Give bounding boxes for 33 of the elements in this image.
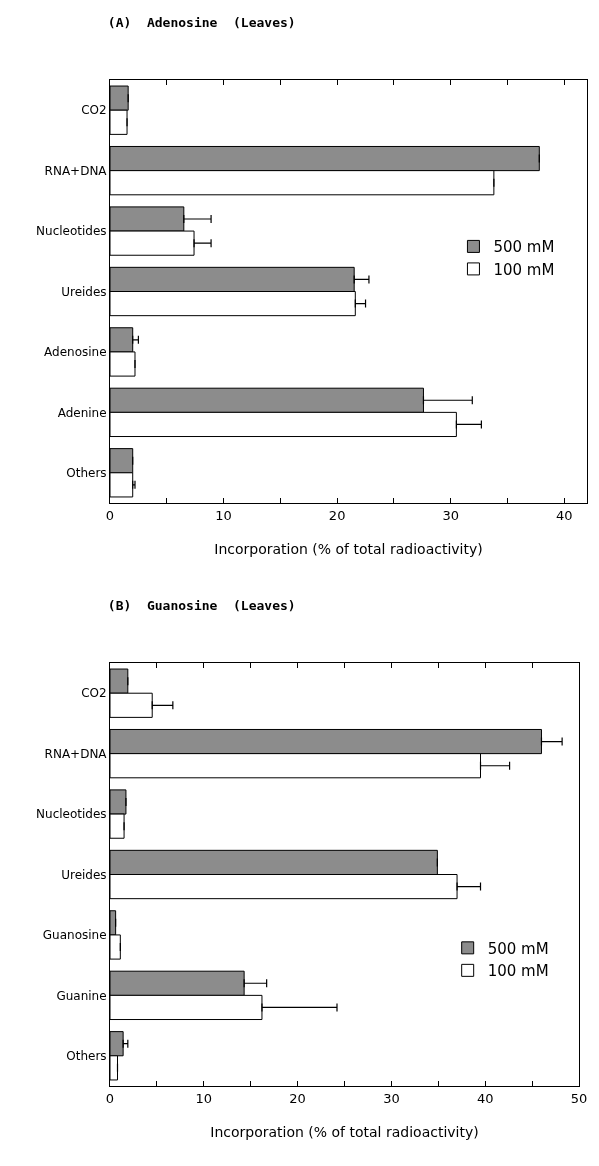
x-tick-label: 10 <box>195 1090 213 1106</box>
y-tick-label: Nucleotides <box>36 807 107 822</box>
y-tick-label: RNA+DNA <box>44 163 108 178</box>
x-tick-label: 0 <box>105 1090 115 1106</box>
y-tick-label: Ureides <box>61 867 107 882</box>
x-tick-label: 40 <box>556 507 573 523</box>
y-tick-label: Adenine <box>57 405 107 420</box>
chart-title: (A) Adenosine (Leaves) <box>107 14 296 30</box>
y-tick-label: Others <box>66 465 107 480</box>
x-axis-title: Incorporation (% of total radioactivity) <box>210 1123 479 1140</box>
y-tick-label: CO2 <box>81 103 107 118</box>
legend-label: 100 mM <box>487 962 549 981</box>
y-tick-label: Adenosine <box>44 345 107 360</box>
x-tick-label: 30 <box>442 507 459 523</box>
y-tick-label: Ureides <box>61 284 107 299</box>
y-tick-label: Nucleotides <box>36 224 107 239</box>
x-tick-label: 40 <box>476 1090 494 1106</box>
x-tick-label: 30 <box>383 1090 400 1106</box>
x-tick-label: 10 <box>215 507 232 523</box>
legend-label: 500 mM <box>493 238 555 257</box>
y-tick-label: Guanosine <box>42 928 107 943</box>
x-axis-title: Incorporation (% of total radioactivity) <box>214 540 483 557</box>
x-tick-label: 20 <box>289 1090 306 1106</box>
y-tick-label: Guanine <box>56 988 107 1003</box>
x-tick-label: 20 <box>328 507 346 523</box>
y-tick-label: RNA+DNA <box>44 746 108 761</box>
legend-label: 100 mM <box>493 260 555 279</box>
x-tick-label: 0 <box>105 507 115 523</box>
chart-title: (B) Guanosine (Leaves) <box>107 597 296 613</box>
x-tick-label: 50 <box>570 1090 588 1106</box>
y-tick-label: Others <box>66 1048 107 1063</box>
y-tick-label: CO2 <box>81 686 107 701</box>
legend-label: 500 mM <box>487 939 549 958</box>
